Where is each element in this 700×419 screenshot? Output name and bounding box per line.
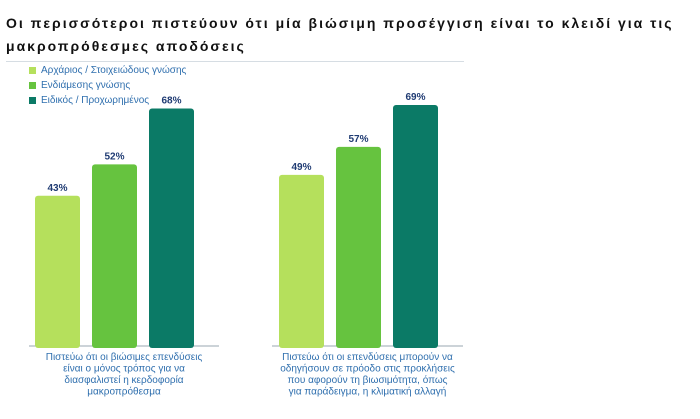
- category-label-line: Πιστεύω ότι οι επενδύσεις μπορούν να: [282, 351, 453, 363]
- data-label-beginner-1: 43%: [47, 183, 67, 194]
- bar-beginner-1: [35, 195, 80, 348]
- bar-expert-2: [393, 104, 438, 349]
- legend-item-beginner: Αρχάριος / Στοιχειώδους γνώσης: [29, 63, 186, 78]
- legend-label-intermediate: Ενδιάμεσης γνώσης: [41, 80, 131, 91]
- legend-swatch-expert: [29, 97, 36, 104]
- bar-intermediate-1: [92, 164, 137, 348]
- category-label-line: διασφαλιστεί η κερδοφορία: [64, 374, 183, 386]
- category-label-line: μακροπρόθεσμα: [87, 386, 161, 398]
- data-label-expert-1: 68%: [161, 95, 181, 106]
- category-label-line: που αφορούν τη βιωσιμότητα, όπως: [288, 374, 448, 386]
- legend: Αρχάριος / Στοιχειώδους γνώσης Ενδιάμεση…: [29, 63, 186, 108]
- legend-item-expert: Ειδικός / Προχωρημένος: [29, 93, 186, 108]
- title-divider: [6, 61, 464, 62]
- data-label-intermediate-2: 57%: [348, 134, 368, 145]
- category-label-line: οδηγήσουν σε πρόοδο στις προκλήσεις: [280, 363, 455, 375]
- bar-intermediate-2: [336, 146, 381, 348]
- legend-label-beginner: Αρχάριος / Στοιχειώδους γνώσης: [41, 65, 187, 76]
- data-label-intermediate-1: 52%: [104, 151, 124, 162]
- data-label-expert-2: 69%: [405, 92, 425, 103]
- bar-expert-1: [149, 108, 194, 348]
- bar-beginner-2: [279, 174, 324, 348]
- chart-title: Οι περισσότεροι πιστεύουν ότι μία βιώσιμ…: [6, 15, 674, 54]
- category-label-line: Πιστεύω ότι οι βιώσιμες επενδύσεις: [46, 351, 203, 363]
- legend-label-expert: Ειδικός / Προχωρημένος: [41, 95, 150, 106]
- category-label-line: είναι ο μόνος τρόπος για να: [63, 363, 185, 375]
- category-label-2: Πιστεύω ότι οι επενδύσεις μπορούν να οδηγ…: [280, 351, 455, 398]
- data-label-beginner-2: 49%: [291, 162, 311, 173]
- legend-swatch-beginner: [29, 67, 36, 74]
- legend-item-intermediate: Ενδιάμεσης γνώσης: [29, 78, 186, 93]
- category-label-1: Πιστεύω ότι οι βιώσιμες επενδύσεις είναι …: [46, 351, 203, 398]
- legend-swatch-intermediate: [29, 82, 36, 89]
- category-label-line: για παράδειγμα, η κλιματική αλλαγή: [289, 386, 447, 398]
